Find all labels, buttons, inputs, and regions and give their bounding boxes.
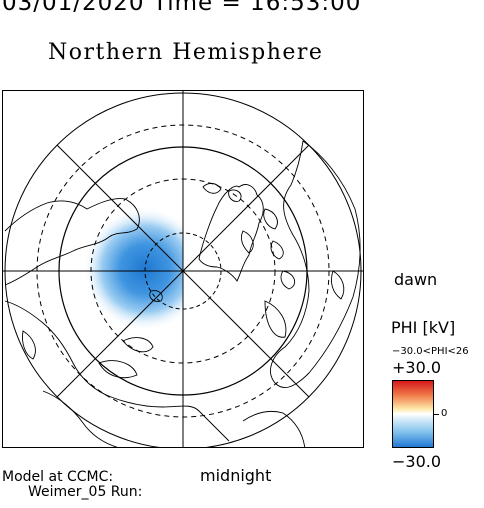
dawn-label: dawn [394, 270, 438, 289]
meridian-lines [3, 91, 363, 447]
midnight-label: midnight [200, 466, 272, 485]
date-time-title: 03/01/2020 Time = 16:53:00 [2, 0, 362, 16]
colorbar-max-label: +30.0 [392, 358, 442, 377]
colorbar [392, 380, 434, 448]
colorbar-min-label: −30.0 [392, 452, 442, 471]
coastlines [4, 140, 361, 447]
run-label: Weimer_05 Run: [28, 484, 143, 500]
model-label: Model at CCMC: [2, 469, 114, 485]
negative-potential-cell [63, 159, 183, 379]
colorbar-title: PHI [kV] [391, 318, 456, 337]
hemisphere-title: Northern Hemisphere [48, 40, 324, 65]
colorbar-zero-label: 0 [441, 408, 448, 419]
colorbar-zero-tick [434, 414, 439, 415]
polar-map-frame [2, 90, 364, 448]
polar-map [3, 91, 363, 447]
colorbar-range-text: −30.0<PHI<26 [392, 346, 469, 357]
